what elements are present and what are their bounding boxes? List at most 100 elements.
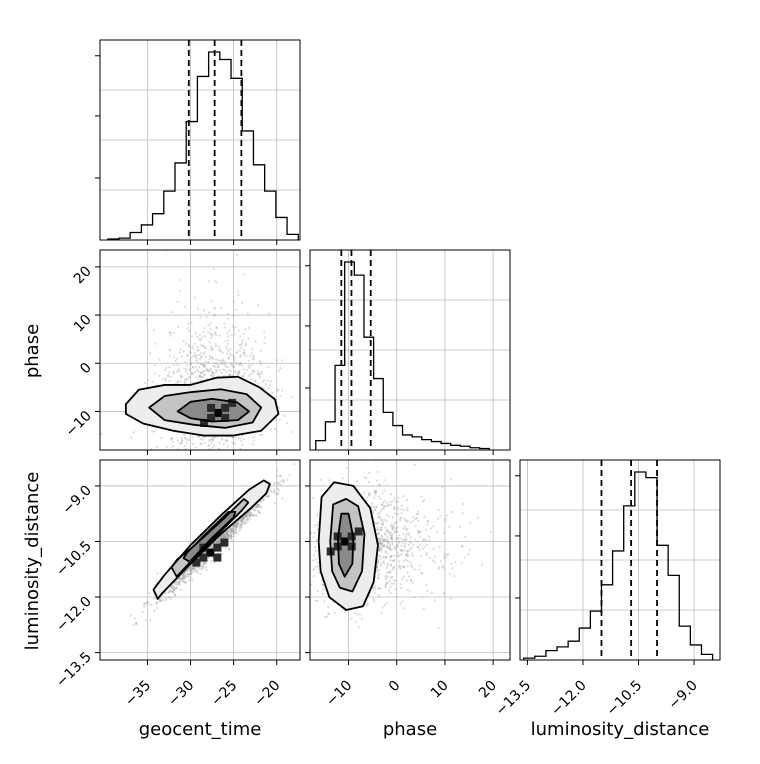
sample-point: [214, 368, 218, 372]
sample-point: [279, 474, 283, 477]
sample-point: [438, 545, 441, 548]
sample-point: [269, 428, 272, 431]
sample-point: [398, 534, 401, 537]
sample-point: [386, 571, 389, 574]
sample-point: [171, 440, 175, 444]
sample-point: [215, 539, 218, 543]
sample-point: [333, 611, 337, 614]
sample-point: [381, 523, 385, 526]
sample-point: [240, 526, 243, 529]
sample-point: [242, 517, 246, 520]
sample-point: [171, 590, 174, 594]
sample-point: [384, 577, 388, 581]
sample-point: [433, 561, 437, 564]
sample-point: [425, 543, 429, 547]
sample-point: [225, 347, 229, 350]
sample-point: [239, 527, 242, 530]
sample-point: [168, 331, 171, 334]
sample-point: [384, 540, 387, 543]
sample-point: [219, 469, 221, 471]
sample-point: [282, 479, 285, 482]
sample-point: [192, 437, 195, 440]
sample-point: [175, 586, 178, 589]
sample-point: [380, 542, 383, 545]
sample-point: [171, 590, 174, 593]
sample-point: [441, 486, 444, 489]
sample-point: [379, 528, 383, 532]
sample-point: [387, 504, 390, 507]
sample-point: [184, 437, 187, 440]
sample-point: [378, 516, 381, 519]
sample-point: [303, 510, 305, 512]
sample-point: [259, 433, 262, 437]
sample-point: [377, 557, 380, 560]
sample-point: [201, 565, 204, 568]
sample-point: [409, 548, 412, 551]
sample-point: [223, 533, 226, 536]
xtick-label-luminosity-distance-1: −12.0: [548, 678, 590, 720]
sample-point: [228, 373, 232, 376]
sample-point: [196, 335, 199, 339]
sample-point: [170, 438, 173, 441]
sample-point: [373, 496, 376, 499]
sample-point: [227, 535, 230, 538]
sample-point: [144, 602, 148, 605]
sample-point: [380, 534, 383, 538]
sample-point: [275, 358, 279, 362]
sample-point: [379, 526, 382, 530]
sample-point: [373, 600, 376, 603]
sample-point: [400, 512, 403, 515]
sample-point: [215, 281, 218, 284]
sample-point: [402, 527, 405, 530]
sample-point: [255, 506, 258, 509]
sample-point: [368, 471, 371, 474]
sample-point: [363, 491, 366, 494]
xtick-label-phase-2: 10: [428, 678, 452, 702]
sample-point: [230, 364, 234, 367]
sample-point: [207, 444, 211, 447]
sample-point: [302, 465, 304, 467]
sample-point: [232, 314, 235, 317]
sample-point: [384, 538, 387, 541]
sample-point: [226, 531, 229, 534]
sample-point: [152, 328, 155, 331]
sample-point: [207, 444, 210, 447]
sample-point: [218, 541, 221, 544]
sample-point: [394, 507, 397, 510]
density-peak-geocent-time-vs-phase-3: [200, 418, 209, 427]
sample-point: [242, 348, 245, 352]
sample-point: [202, 330, 205, 334]
sample-point: [163, 368, 167, 371]
sample-point: [410, 546, 414, 549]
sample-point: [229, 534, 232, 537]
sample-point: [216, 366, 219, 369]
sample-point: [168, 355, 171, 358]
sample-point: [232, 355, 235, 359]
sample-point: [366, 602, 370, 605]
sample-point: [215, 465, 217, 467]
sample-point: [303, 536, 305, 538]
sample-point: [156, 455, 158, 457]
sample-point: [135, 622, 138, 625]
sample-point: [390, 526, 394, 529]
xlabel-phase: phase: [383, 719, 437, 740]
sample-point: [198, 334, 201, 337]
sample-point: [378, 511, 381, 515]
sample-point: [233, 530, 236, 533]
sample-point: [260, 361, 263, 364]
sample-point: [394, 588, 397, 591]
sample-point: [286, 453, 288, 455]
sample-point: [231, 451, 233, 453]
sample-point: [234, 528, 238, 531]
ytick-label-luminosity-distance-0: −13.5: [53, 649, 95, 691]
sample-point: [443, 552, 447, 556]
sample-point: [238, 355, 242, 358]
sample-point: [213, 279, 216, 282]
sample-point: [379, 516, 382, 519]
sample-point: [181, 438, 184, 441]
sample-point: [175, 581, 178, 584]
sample-point: [401, 577, 404, 581]
sample-point: [390, 538, 393, 541]
sample-point: [249, 373, 253, 376]
sample-point: [375, 505, 378, 508]
